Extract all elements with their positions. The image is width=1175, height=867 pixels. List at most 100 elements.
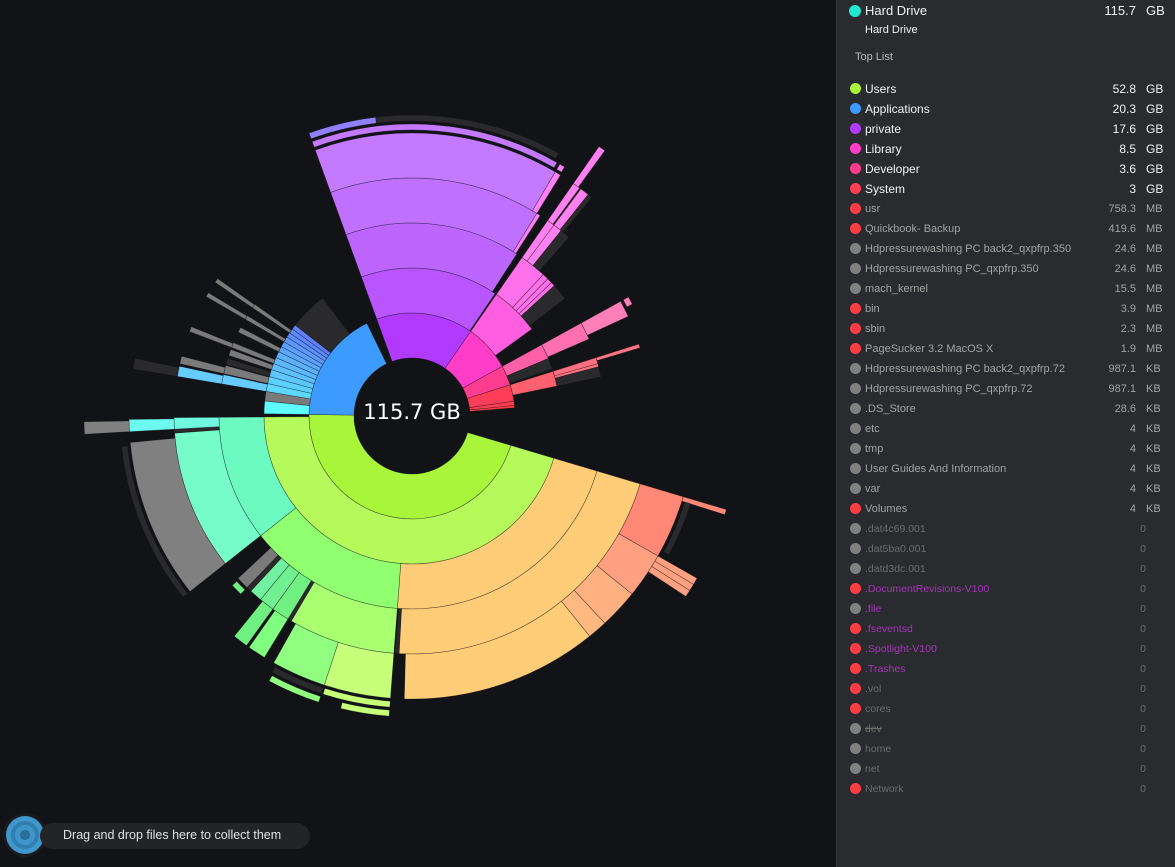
collector-button[interactable] bbox=[3, 813, 47, 857]
list-item[interactable]: .fseventsd 0 bbox=[837, 619, 1175, 639]
sunburst-segment[interactable] bbox=[663, 501, 691, 556]
sunburst-segment[interactable] bbox=[129, 437, 226, 592]
sunburst-segment[interactable] bbox=[554, 366, 602, 387]
sunburst-segment[interactable] bbox=[214, 278, 255, 309]
list-item[interactable]: .DS_Store 28.6 KB bbox=[837, 399, 1175, 419]
drop-zone-label: Drag and drop files here to collect them bbox=[63, 828, 282, 842]
sunburst-segment[interactable] bbox=[340, 702, 390, 717]
item-color-dot bbox=[850, 343, 861, 354]
sunburst-segment[interactable] bbox=[520, 285, 566, 327]
sunburst-segment[interactable] bbox=[233, 600, 274, 646]
drop-zone[interactable]: Drag and drop files here to collect them bbox=[40, 823, 310, 849]
list-item[interactable]: System 3 GB bbox=[837, 179, 1175, 199]
list-item[interactable]: PageSucker 3.2 MacOS X 1.9 MB bbox=[837, 339, 1175, 359]
list-item[interactable]: Hdpressurewashing PC back2_qxpfrp.72 987.… bbox=[837, 359, 1175, 379]
sunburst-segment[interactable] bbox=[237, 327, 281, 353]
sunburst-segment[interactable] bbox=[580, 300, 629, 336]
list-item[interactable]: Users 52.8 GB bbox=[837, 79, 1175, 99]
item-size: 0 bbox=[1140, 683, 1146, 695]
list-item[interactable]: var 4 KB bbox=[837, 479, 1175, 499]
list-item[interactable]: bin 3.9 MB bbox=[837, 299, 1175, 319]
list-item[interactable]: .dat5ba0.001 0 bbox=[837, 539, 1175, 559]
list-item[interactable]: tmp 4 KB bbox=[837, 439, 1175, 459]
item-color-dot bbox=[850, 283, 861, 294]
sunburst-segment[interactable] bbox=[394, 608, 402, 654]
sunburst-segment[interactable] bbox=[121, 445, 189, 598]
list-item[interactable]: .dat4c69.001 0 bbox=[837, 519, 1175, 539]
sunburst-segment[interactable] bbox=[237, 547, 279, 588]
sunburst-segment[interactable] bbox=[506, 358, 553, 384]
sunburst-segment[interactable] bbox=[228, 349, 274, 370]
list-item[interactable]: .file 0 bbox=[837, 599, 1175, 619]
sunburst-segment[interactable] bbox=[532, 230, 570, 272]
sunburst-segment[interactable] bbox=[179, 355, 226, 374]
sunburst-segment[interactable] bbox=[268, 675, 321, 703]
list-item[interactable]: .Spotlight-V100 0 bbox=[837, 639, 1175, 659]
sunburst-segment[interactable] bbox=[251, 303, 292, 334]
sunburst-segment[interactable] bbox=[83, 420, 130, 435]
sunburst-segment[interactable] bbox=[273, 623, 339, 686]
item-color-dot bbox=[850, 163, 861, 174]
item-size: 28.6 bbox=[1114, 403, 1136, 415]
list-item[interactable]: home 0 bbox=[837, 739, 1175, 759]
sunburst-segment[interactable] bbox=[205, 292, 248, 320]
total-size-label[interactable]: 115.7 GB bbox=[363, 400, 461, 424]
current-folder-row[interactable]: Hard Drive 115.7 GB bbox=[837, 1, 1175, 21]
list-item[interactable]: dev 0 bbox=[837, 719, 1175, 739]
sunburst-segment[interactable] bbox=[128, 418, 175, 433]
current-folder-name: Hard Drive bbox=[865, 3, 928, 18]
item-unit: GB bbox=[1146, 102, 1164, 116]
list-item[interactable]: Developer 3.6 GB bbox=[837, 159, 1175, 179]
list-item[interactable]: Hdpressurewashing PC_qxpfrp.72 987.1 KB bbox=[837, 379, 1175, 399]
sunburst-segment[interactable] bbox=[595, 343, 641, 362]
sunburst-segment[interactable] bbox=[403, 600, 591, 700]
item-color-dot bbox=[850, 663, 861, 674]
sunburst-segment[interactable] bbox=[541, 322, 590, 358]
sunburst-segment[interactable] bbox=[622, 296, 633, 308]
sunburst-segment[interactable] bbox=[647, 566, 691, 597]
list-item[interactable]: .vol 0 bbox=[837, 679, 1175, 699]
list-item[interactable]: cores 0 bbox=[837, 699, 1175, 719]
list-item[interactable]: Network 0 bbox=[837, 779, 1175, 799]
sunburst-segment[interactable] bbox=[271, 666, 324, 695]
item-size: 2.3 bbox=[1120, 323, 1136, 335]
sunburst-segment[interactable] bbox=[512, 212, 541, 254]
sunburst-segment[interactable] bbox=[322, 688, 391, 708]
sunburst-segment[interactable] bbox=[248, 610, 289, 658]
item-name: Developer bbox=[865, 162, 920, 176]
list-item[interactable]: mach_kernel 15.5 MB bbox=[837, 279, 1175, 299]
center-hole[interactable] bbox=[354, 358, 470, 474]
sunburst-segment[interactable] bbox=[231, 580, 246, 595]
list-item[interactable]: sbin 2.3 MB bbox=[837, 319, 1175, 339]
list-item[interactable]: net 0 bbox=[837, 759, 1175, 779]
sunburst-segment[interactable] bbox=[311, 123, 558, 169]
sunburst-segment[interactable] bbox=[225, 358, 272, 377]
list-item[interactable]: .Trashes 0 bbox=[837, 659, 1175, 679]
list-item[interactable]: .datd3dc.001 0 bbox=[837, 559, 1175, 579]
list-item[interactable]: private 17.6 GB bbox=[837, 119, 1175, 139]
item-size: 24.6 bbox=[1114, 243, 1136, 255]
item-unit: MB bbox=[1146, 243, 1163, 255]
sunburst-segment[interactable] bbox=[556, 163, 565, 173]
item-name: .dat4c69.001 bbox=[865, 523, 926, 535]
list-item[interactable]: Quickbook- Backup 419.6 MB bbox=[837, 219, 1175, 239]
list-item[interactable]: User Guides And Information 4 KB bbox=[837, 459, 1175, 479]
item-color-dot bbox=[850, 203, 861, 214]
list-item[interactable]: Volumes 4 KB bbox=[837, 499, 1175, 519]
list-item[interactable]: etc 4 KB bbox=[837, 419, 1175, 439]
list-item[interactable]: usr 758.3 MB bbox=[837, 199, 1175, 219]
item-name: Applications bbox=[865, 102, 930, 116]
sunburst-segment[interactable] bbox=[681, 496, 727, 516]
list-item[interactable]: Applications 20.3 GB bbox=[837, 99, 1175, 119]
sunburst-segment[interactable] bbox=[294, 297, 351, 354]
item-name: bin bbox=[865, 303, 880, 315]
disk-usage-sunburst-chart[interactable] bbox=[0, 0, 836, 867]
list-item[interactable]: Library 8.5 GB bbox=[837, 139, 1175, 159]
sunburst-segment[interactable] bbox=[375, 114, 560, 159]
list-item[interactable]: Hdpressurewashing PC_qxpfrp.350 24.6 MB bbox=[837, 259, 1175, 279]
sunburst-segment[interactable] bbox=[572, 146, 606, 188]
sunburst-segment[interactable] bbox=[189, 326, 234, 348]
sunburst-segment[interactable] bbox=[132, 358, 180, 377]
list-item[interactable]: .DocumentRevisions-V100 0 bbox=[837, 579, 1175, 599]
list-item[interactable]: Hdpressurewashing PC back2_qxpfrp.350 24.… bbox=[837, 239, 1175, 259]
